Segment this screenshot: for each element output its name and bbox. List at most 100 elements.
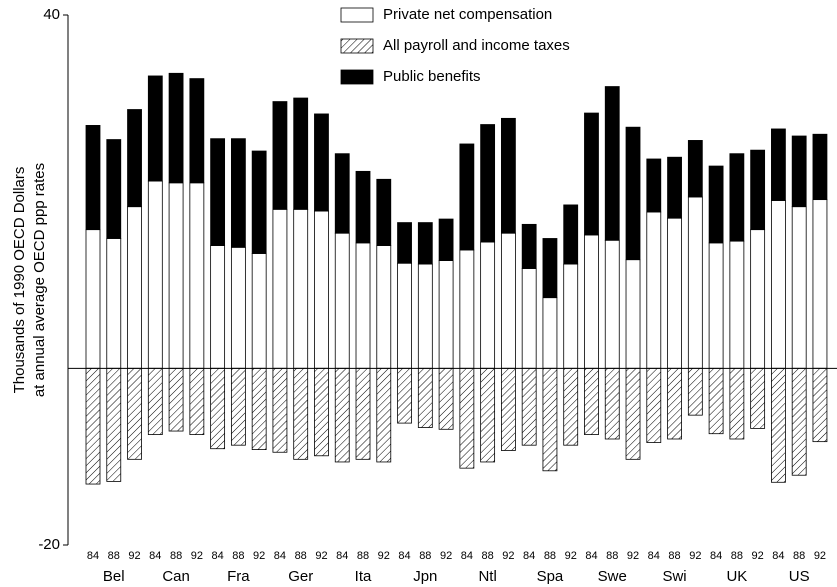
y-axis-label: Thousands of 1990 OECD Dollars xyxy=(11,167,28,394)
x-tick-label: 92 xyxy=(440,550,452,562)
x-tick-label: 92 xyxy=(191,550,203,562)
bar-segment xyxy=(376,367,392,463)
x-tick-label: 92 xyxy=(689,550,701,562)
bar-segment xyxy=(750,367,766,429)
bar-segment xyxy=(521,367,537,446)
x-tick-label: 84 xyxy=(710,550,722,562)
bar-segment xyxy=(791,367,807,476)
bar-segment xyxy=(147,75,163,182)
bar-segment xyxy=(584,367,599,435)
bar-segment xyxy=(791,135,807,208)
bar-segment xyxy=(251,253,267,369)
bar-segment xyxy=(397,367,412,424)
bar-segment xyxy=(127,109,142,208)
x-tick-label: 92 xyxy=(627,550,639,562)
bar-segment xyxy=(251,150,267,254)
group-label: Ntl xyxy=(478,568,496,585)
bar-segment xyxy=(791,206,807,369)
bar-segment xyxy=(147,367,163,435)
y-tick-label: -20 xyxy=(38,536,60,553)
bar-segment xyxy=(687,196,703,369)
x-tick-label: 84 xyxy=(772,550,784,562)
bar-segment xyxy=(812,133,828,201)
legend-swatch xyxy=(340,7,374,23)
bar-segment xyxy=(729,367,745,440)
group-label: Ita xyxy=(355,568,372,585)
x-tick-label: 88 xyxy=(357,550,369,562)
bar-segment xyxy=(168,182,184,369)
bar-segment xyxy=(314,367,329,457)
bar-segment xyxy=(812,367,828,443)
bar-segment xyxy=(500,117,516,234)
x-tick-label: 88 xyxy=(232,550,244,562)
bar-segment xyxy=(687,140,703,198)
bar-segment xyxy=(355,242,371,369)
bar-segment xyxy=(771,200,786,369)
group-label: Can xyxy=(162,568,190,585)
bar-segment xyxy=(106,139,122,239)
bar-segment xyxy=(812,199,828,369)
x-tick-label: 92 xyxy=(378,550,390,562)
bar-segment xyxy=(147,180,163,369)
bar-segment xyxy=(106,238,122,369)
bar-segment xyxy=(438,367,454,430)
bar-segment xyxy=(750,229,766,369)
bar-segment xyxy=(438,260,454,369)
bar-segment xyxy=(230,367,246,446)
x-tick-label: 88 xyxy=(108,550,120,562)
bar-segment xyxy=(667,217,682,369)
x-tick-label: 84 xyxy=(87,550,99,562)
bar-segment xyxy=(272,367,288,453)
bar-segment xyxy=(251,367,267,451)
bar-segment xyxy=(293,97,309,210)
bar-segment xyxy=(355,367,371,460)
bar-segment xyxy=(85,125,101,231)
bar-segment xyxy=(230,138,246,248)
x-tick-label: 84 xyxy=(274,550,286,562)
group-label: UK xyxy=(726,568,747,585)
bar-segment xyxy=(417,263,433,369)
bar-segment xyxy=(480,241,496,369)
bar-segment xyxy=(355,170,371,244)
group-label: Swe xyxy=(598,568,627,585)
bar-segment xyxy=(604,239,620,369)
bar-segment xyxy=(646,367,662,443)
bar-segment xyxy=(459,143,475,251)
bar-segment xyxy=(480,124,496,243)
bar-segment xyxy=(189,78,205,184)
bar-segment xyxy=(687,367,703,416)
bar-segment xyxy=(500,367,516,451)
bar-segment xyxy=(334,153,350,234)
bar-segment xyxy=(85,229,101,369)
bar-segment xyxy=(771,367,786,483)
bar-segment xyxy=(459,249,475,369)
bar-segment xyxy=(334,367,350,463)
y-axis-label: at annual average OECD ppp rates xyxy=(31,163,48,397)
bar-segment xyxy=(708,165,724,244)
bar-segment xyxy=(168,367,184,432)
legend-swatch xyxy=(340,38,374,54)
x-tick-label: 84 xyxy=(461,550,473,562)
legend-label: Public benefits xyxy=(383,68,481,85)
bar-segment xyxy=(625,126,641,261)
bar-segment xyxy=(272,208,288,369)
group-label: Swi xyxy=(662,568,686,585)
bar-segment xyxy=(563,263,579,369)
bar-segment xyxy=(230,246,246,369)
bar-segment xyxy=(542,238,558,299)
bar-segment xyxy=(500,232,516,369)
bar-segment xyxy=(667,367,682,440)
bar-segment xyxy=(521,223,537,269)
x-tick-label: 84 xyxy=(398,550,410,562)
x-tick-label: 84 xyxy=(523,550,535,562)
x-tick-label: 92 xyxy=(814,550,826,562)
bar-segment xyxy=(85,367,101,485)
x-tick-label: 88 xyxy=(295,550,307,562)
bar-segment xyxy=(210,245,226,369)
bar-segment xyxy=(438,218,454,261)
bar-segment xyxy=(334,232,350,369)
bar-segment xyxy=(646,158,662,213)
x-tick-label: 84 xyxy=(211,550,223,562)
bar-segment xyxy=(625,367,641,460)
group-label: Spa xyxy=(537,568,564,585)
